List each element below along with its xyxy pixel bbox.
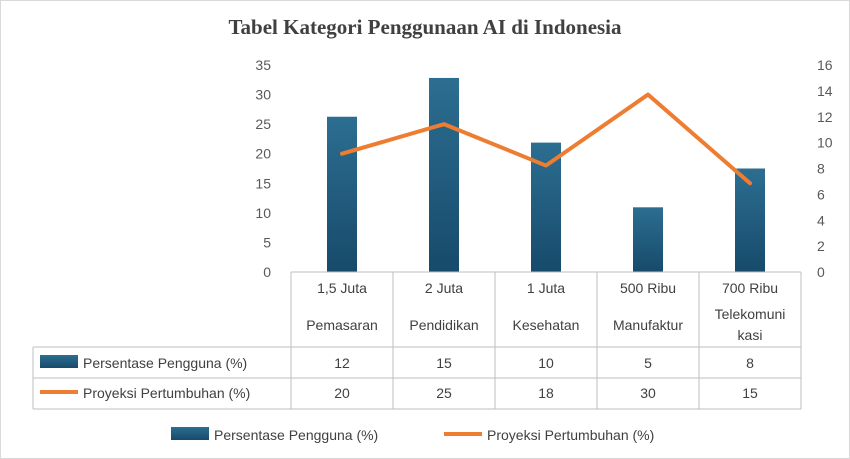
y-right-tick-label: 2 xyxy=(817,238,825,254)
y-left-tick-label: 5 xyxy=(263,234,271,250)
category-label: Telekomuni xyxy=(715,306,786,322)
bar xyxy=(633,207,663,272)
y-left-tick-label: 10 xyxy=(255,205,271,221)
y-right-tick-label: 8 xyxy=(817,161,825,177)
series-line xyxy=(340,92,752,186)
legend-label: Proyeksi Pertumbuhan (%) xyxy=(487,427,654,443)
category-label: 2 Juta xyxy=(425,280,463,296)
y-right-tick-label: 0 xyxy=(817,264,825,280)
category-label: 1 Juta xyxy=(527,280,565,296)
table-cell-value: 12 xyxy=(334,355,350,371)
chart-title: Tabel Kategori Penggunaan AI di Indonesi… xyxy=(228,15,622,39)
table-cell-value: 8 xyxy=(746,355,754,371)
table-legend-key-bar xyxy=(40,355,78,368)
table-cell-value: 10 xyxy=(538,355,554,371)
category-label: 1,5 Juta xyxy=(317,280,367,296)
y-left-tick-label: 35 xyxy=(255,57,271,73)
table-cell-value: 18 xyxy=(538,385,554,401)
category-label: 700 Ribu xyxy=(722,280,778,296)
category-label: 500 Ribu xyxy=(620,280,676,296)
bar xyxy=(429,77,459,272)
y-right-tick-label: 14 xyxy=(817,83,833,99)
y-left-tick-label: 25 xyxy=(255,116,271,132)
y-right-tick-label: 10 xyxy=(817,135,833,151)
category-label: Pemasaran xyxy=(306,317,378,333)
category-label: kasi xyxy=(738,327,763,343)
y-right-tick-label: 12 xyxy=(817,109,833,125)
table-cell-value: 20 xyxy=(334,385,350,401)
legend-label: Persentase Pengguna (%) xyxy=(214,427,378,443)
table-cell-value: 15 xyxy=(742,385,758,401)
table-cell-value: 25 xyxy=(436,385,452,401)
table-cell-value: 30 xyxy=(640,385,656,401)
legend-key-bar xyxy=(171,427,209,440)
y-left-tick-label: 0 xyxy=(263,264,271,280)
category-label: Manufaktur xyxy=(613,317,683,333)
y-left-tick-label: 20 xyxy=(255,146,271,162)
table-row-header: Persentase Pengguna (%) xyxy=(83,355,247,371)
y-right-tick-label: 6 xyxy=(817,186,825,202)
y-right-tick-label: 16 xyxy=(817,57,833,73)
bar xyxy=(735,168,765,272)
table-cell-value: 5 xyxy=(644,355,652,371)
y-left-tick-label: 30 xyxy=(255,87,271,103)
y-right-tick-label: 4 xyxy=(817,212,825,228)
table-row-header: Proyeksi Pertumbuhan (%) xyxy=(83,385,250,401)
category-label: Kesehatan xyxy=(513,317,580,333)
y-left-tick-label: 15 xyxy=(255,175,271,191)
category-label: Pendidikan xyxy=(409,317,478,333)
bar xyxy=(327,116,357,272)
table-cell-value: 15 xyxy=(436,355,452,371)
